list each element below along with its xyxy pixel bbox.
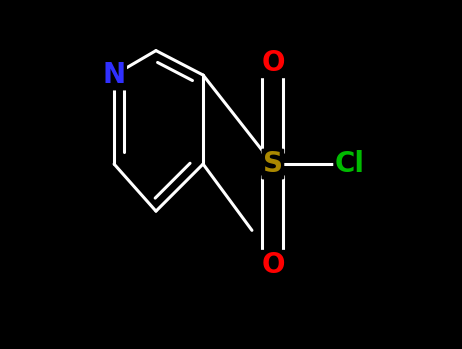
Text: N: N [103, 61, 126, 89]
Text: O: O [261, 251, 285, 279]
Text: S: S [263, 150, 283, 178]
Text: Cl: Cl [334, 150, 365, 178]
Text: O: O [261, 49, 285, 77]
